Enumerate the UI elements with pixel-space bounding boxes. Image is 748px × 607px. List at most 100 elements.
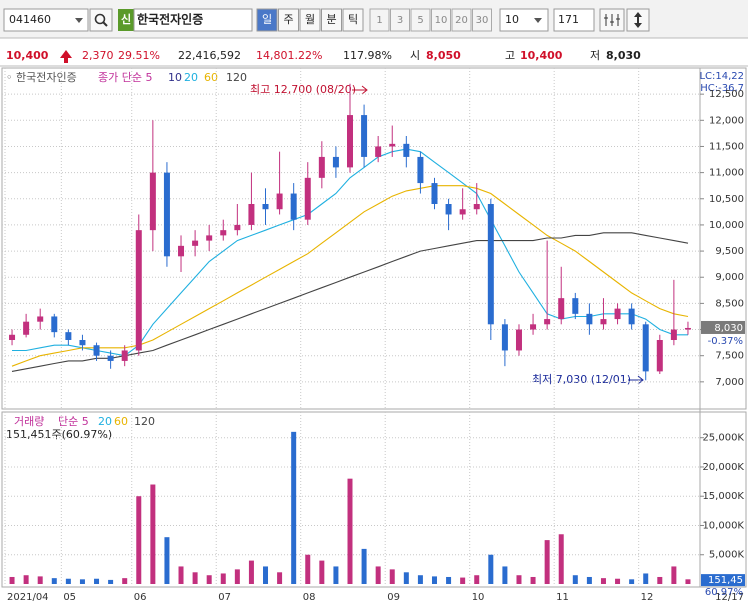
minute-button[interactable] xyxy=(451,8,472,32)
y-tick-label: 10,500 xyxy=(709,194,744,205)
last-volume-tag xyxy=(701,574,745,587)
volume-bar xyxy=(220,573,226,584)
period-label: 월 xyxy=(305,13,315,26)
minute-button[interactable] xyxy=(410,8,431,32)
candle-body xyxy=(558,298,565,320)
minute-button[interactable] xyxy=(431,8,451,32)
low-label: 저 xyxy=(590,49,600,62)
candle-body xyxy=(318,156,325,178)
lc-label: LC:14,22 xyxy=(699,71,744,82)
candle-body xyxy=(262,204,269,210)
candle-body xyxy=(51,316,58,333)
minute-button[interactable] xyxy=(390,8,410,32)
y-tick-label: 12,000 xyxy=(709,115,744,126)
minute-button[interactable] xyxy=(472,8,492,32)
count-select[interactable] xyxy=(499,8,549,32)
volume-bar xyxy=(615,578,621,584)
candle-body xyxy=(107,355,114,361)
candle-body xyxy=(670,329,677,340)
candle-body xyxy=(347,115,353,168)
volume-bar xyxy=(277,572,283,584)
icon xyxy=(604,14,620,26)
volume-bar xyxy=(347,478,353,584)
candle-body xyxy=(642,324,649,372)
candle-body xyxy=(600,319,607,325)
legend-item: 120 xyxy=(134,415,155,428)
open: 8,050 xyxy=(426,49,461,62)
period-button[interactable] xyxy=(342,8,364,32)
search-icon xyxy=(94,13,106,25)
period-button[interactable] xyxy=(321,8,342,32)
volume-bar xyxy=(460,577,466,584)
volume-bar xyxy=(9,576,15,584)
price: 10,400 xyxy=(6,49,49,62)
minute-button[interactable] xyxy=(369,8,390,32)
candle-body xyxy=(220,230,227,236)
candle-body xyxy=(656,340,663,372)
candle-body xyxy=(501,324,508,351)
period-label: 일 xyxy=(262,12,272,26)
hc-label: HC:-36,7 xyxy=(700,83,744,94)
candle-body xyxy=(234,224,241,231)
x-tick-label: 05 xyxy=(63,592,76,603)
volume-bar xyxy=(23,575,29,584)
last-change: -0.37% xyxy=(708,336,743,347)
minute-label: 1 xyxy=(376,15,382,26)
volume-bar xyxy=(65,578,71,584)
candle-body xyxy=(431,183,438,204)
x-tick-label: 12 xyxy=(641,592,654,603)
period-button[interactable] xyxy=(278,8,299,32)
volume-bar xyxy=(305,554,311,584)
candle-body xyxy=(614,308,621,320)
legend-dot: ◦ xyxy=(6,71,13,84)
candle-body xyxy=(403,143,410,157)
minute-label: 5 xyxy=(417,15,423,26)
candle-body xyxy=(65,332,72,340)
legend-item: 종가 단순 5 xyxy=(98,71,152,84)
candle-body xyxy=(417,156,424,184)
volume-bar xyxy=(192,572,198,584)
end-date: 12/17 xyxy=(715,592,744,603)
candle-body xyxy=(163,172,170,257)
x-tick-label: 06 xyxy=(134,592,147,603)
y-tick-label: 11,500 xyxy=(709,141,744,152)
volume-bar xyxy=(417,575,423,584)
candle-body xyxy=(389,143,396,147)
x-tick-label: 07 xyxy=(218,592,231,603)
y-tick-label: 5,000K xyxy=(709,550,745,561)
y-tick-label: 25,000K xyxy=(702,433,744,444)
search-button[interactable] xyxy=(89,8,113,32)
high-arrow xyxy=(352,85,368,95)
last-price-tag xyxy=(701,320,745,334)
volume-bar xyxy=(685,579,691,584)
candle-body xyxy=(121,350,128,361)
y-tick-label: 8,500 xyxy=(715,298,744,309)
volume-status: 151,451주(60.97%) xyxy=(6,428,112,441)
volume-bar xyxy=(361,548,367,584)
legend-item: 120 xyxy=(226,71,247,84)
volume-pct: 14,801.22% xyxy=(256,49,322,62)
candle-body xyxy=(276,193,283,210)
candle-body xyxy=(572,298,579,314)
volume-bar xyxy=(474,575,480,584)
high-label: 고 xyxy=(505,49,515,62)
candle-body xyxy=(93,345,100,356)
volume-bar xyxy=(51,578,57,584)
low-arrow xyxy=(628,375,644,385)
volume-bar xyxy=(544,540,550,584)
series-name: 한국전자인증 xyxy=(16,71,77,84)
code: 041460 xyxy=(9,13,51,26)
period-button[interactable] xyxy=(256,8,278,32)
candle-body xyxy=(304,177,311,220)
code-input[interactable] xyxy=(3,8,89,32)
last-volume-label: 151,45 xyxy=(708,575,743,586)
y-tick-label: 9,000 xyxy=(715,272,744,283)
volume-bar xyxy=(150,484,156,584)
stock-name: 한국전자인증 xyxy=(137,12,203,27)
bars-input[interactable] xyxy=(553,8,595,32)
name-box[interactable] xyxy=(133,8,253,32)
volume-bar xyxy=(516,575,522,584)
candle-body xyxy=(206,235,213,241)
period-button[interactable] xyxy=(299,8,321,32)
